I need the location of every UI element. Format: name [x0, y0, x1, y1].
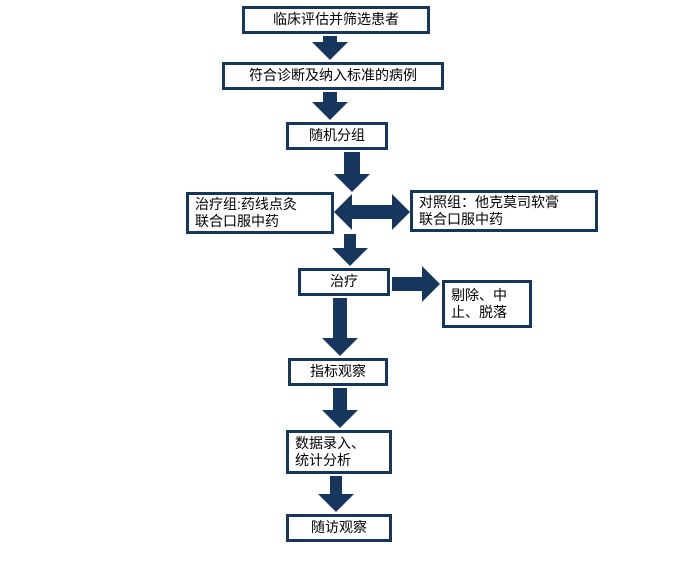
node-n2: 符合诊断及纳入标准的病例: [222, 62, 444, 90]
node-n10: 随访观察: [286, 514, 392, 542]
node-n9: 数据录入、 统计分析: [286, 430, 392, 474]
node-n4: 治疗组:药线点灸 联合口服中药: [186, 192, 334, 234]
node-n8: 指标观察: [288, 358, 388, 386]
node-n7: 剔除、中 止、脱落: [442, 280, 532, 328]
node-n6: 治疗: [298, 268, 390, 296]
node-n1: 临床评估并筛选患者: [242, 6, 430, 34]
node-n5: 对照组：他克莫司软膏 联合口服中药: [410, 190, 598, 232]
node-n3: 随机分组: [286, 122, 388, 150]
